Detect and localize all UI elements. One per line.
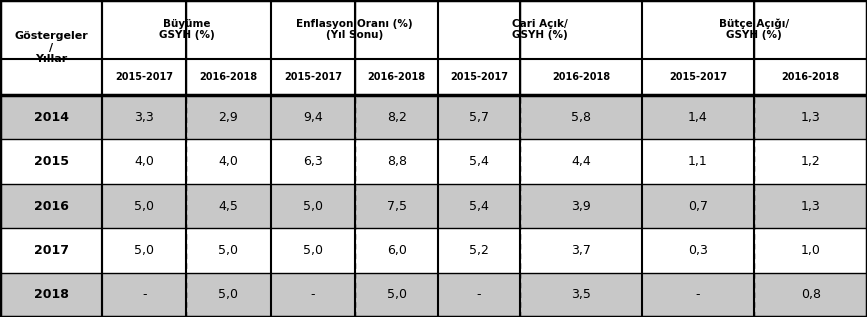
Text: 2015-2017: 2015-2017 <box>284 72 342 82</box>
Text: 1,0: 1,0 <box>801 244 820 257</box>
Bar <box>0 228 867 273</box>
Text: 1,3: 1,3 <box>801 199 820 213</box>
Text: 2018: 2018 <box>34 288 68 301</box>
Text: Cari Açık/
GSYH (%): Cari Açık/ GSYH (%) <box>512 18 568 40</box>
Bar <box>0 0 867 59</box>
Text: 2016-2018: 2016-2018 <box>551 72 610 82</box>
Text: 3,7: 3,7 <box>571 244 590 257</box>
Text: 3,5: 3,5 <box>571 288 590 301</box>
Text: 2017: 2017 <box>34 244 68 257</box>
Text: 5,0: 5,0 <box>387 288 407 301</box>
Text: 2016-2018: 2016-2018 <box>781 72 840 82</box>
Text: 1,3: 1,3 <box>801 111 820 124</box>
Text: 0,3: 0,3 <box>688 244 707 257</box>
Text: 2015-2017: 2015-2017 <box>669 72 727 82</box>
Bar <box>0 139 867 184</box>
Text: 0,7: 0,7 <box>688 199 708 213</box>
Text: 2,9: 2,9 <box>218 111 238 124</box>
Text: 5,0: 5,0 <box>218 244 238 257</box>
Text: 7,5: 7,5 <box>387 199 407 213</box>
Text: 5,8: 5,8 <box>570 111 591 124</box>
Text: 6,3: 6,3 <box>303 155 323 168</box>
Text: 4,4: 4,4 <box>571 155 590 168</box>
Text: 3,9: 3,9 <box>571 199 590 213</box>
Text: 5,0: 5,0 <box>303 199 323 213</box>
Text: 1,4: 1,4 <box>688 111 707 124</box>
Bar <box>0 184 867 228</box>
Text: 2016-2018: 2016-2018 <box>368 72 426 82</box>
Bar <box>0 95 867 139</box>
Text: 2016: 2016 <box>34 199 68 213</box>
Text: Büyüme
GSYH (%): Büyüme GSYH (%) <box>159 18 214 40</box>
Text: 5,0: 5,0 <box>134 244 154 257</box>
Text: Enflasyon Oranı (%)
(Yıl Sonu): Enflasyon Oranı (%) (Yıl Sonu) <box>296 18 413 40</box>
Text: 1,1: 1,1 <box>688 155 707 168</box>
Text: 1,2: 1,2 <box>801 155 820 168</box>
Text: 3,3: 3,3 <box>134 111 154 124</box>
Bar <box>0 273 867 317</box>
Text: 2015-2017: 2015-2017 <box>450 72 508 82</box>
Text: 2015: 2015 <box>34 155 68 168</box>
Text: 8,2: 8,2 <box>387 111 407 124</box>
Text: 5,4: 5,4 <box>469 199 489 213</box>
Text: 9,4: 9,4 <box>303 111 323 124</box>
Text: Bütçe Açığı/
GSYH (%): Bütçe Açığı/ GSYH (%) <box>720 18 789 40</box>
Text: 5,0: 5,0 <box>303 244 323 257</box>
Text: 5,0: 5,0 <box>218 288 238 301</box>
Text: 2016-2018: 2016-2018 <box>199 72 257 82</box>
Text: 5,2: 5,2 <box>469 244 489 257</box>
Text: Göstergeler
/
Yıllar: Göstergeler / Yıllar <box>14 31 88 64</box>
Text: 0,8: 0,8 <box>800 288 821 301</box>
Text: -: - <box>477 288 481 301</box>
Text: 2014: 2014 <box>34 111 68 124</box>
Text: 5,0: 5,0 <box>134 199 154 213</box>
Text: 4,0: 4,0 <box>134 155 154 168</box>
Bar <box>0 59 867 95</box>
Text: -: - <box>310 288 316 301</box>
Text: 4,0: 4,0 <box>218 155 238 168</box>
Text: 2015-2017: 2015-2017 <box>115 72 173 82</box>
Text: 5,4: 5,4 <box>469 155 489 168</box>
Text: -: - <box>695 288 701 301</box>
Text: 8,8: 8,8 <box>387 155 407 168</box>
Text: -: - <box>142 288 147 301</box>
Text: 5,7: 5,7 <box>469 111 489 124</box>
Text: 4,5: 4,5 <box>218 199 238 213</box>
Text: 6,0: 6,0 <box>387 244 407 257</box>
